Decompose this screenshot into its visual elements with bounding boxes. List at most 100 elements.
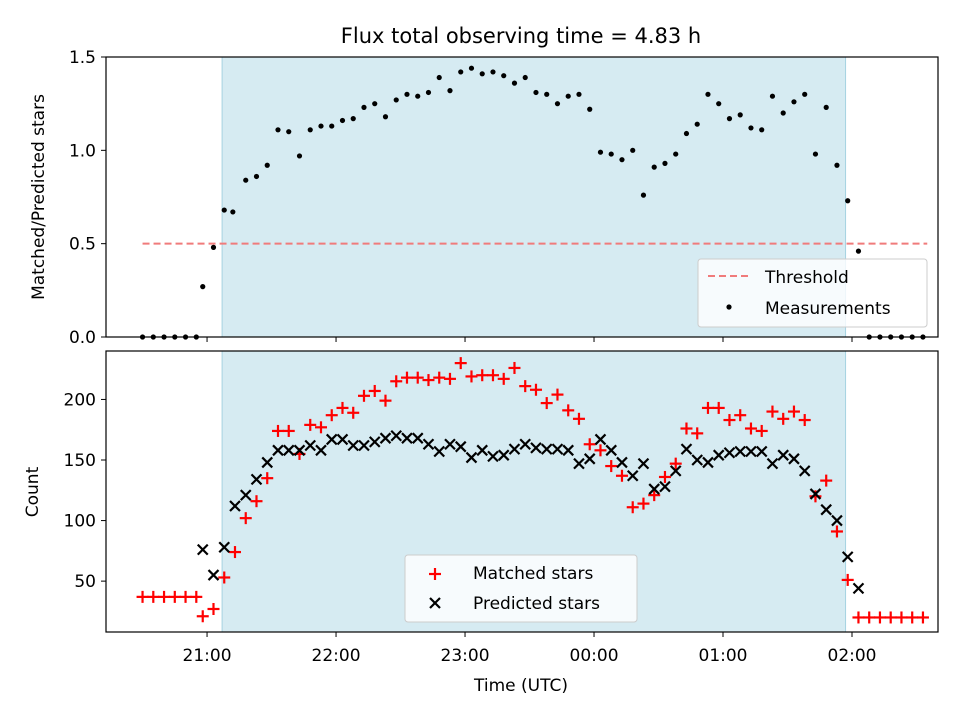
matched-star-point (336, 401, 349, 414)
predicted-star-stroke-b (250, 473, 263, 486)
matched-star-point (658, 470, 671, 483)
predicted-star-point (616, 456, 628, 469)
predicted-star-point (454, 440, 467, 453)
matched-star-point (207, 602, 220, 615)
predicted-star-stroke-b (712, 449, 725, 461)
legend-matched-label: Matched stars (473, 564, 593, 584)
top-y-axis-label: Matched/Predicted stars (29, 94, 49, 300)
predicted-star-point (411, 432, 424, 444)
predicted-star-point (734, 445, 746, 458)
matched-star-point (250, 495, 263, 508)
predicted-star-point (841, 551, 854, 563)
predicted-star-stroke-b (530, 442, 542, 454)
predicted-star-point (325, 433, 338, 446)
measurement-point (834, 162, 840, 168)
bottom-y-axis-label: Count (23, 466, 43, 517)
measurement-point (845, 198, 851, 204)
measurement-point (296, 153, 303, 159)
bottom-legend-frame (404, 554, 638, 623)
matched-star-point (841, 573, 854, 586)
predicted-star-stroke-b (304, 439, 317, 452)
matched-stars-points (136, 357, 929, 624)
legend-threshold-label: Threshold (764, 268, 849, 288)
matched-star-point (669, 457, 682, 470)
measurement-point (447, 88, 453, 94)
predicted-star-stroke-b (282, 444, 295, 457)
predicted-star-point (777, 449, 789, 461)
top-chart-title: Flux total observing time = 4.83 h (341, 24, 701, 48)
measurement-point (286, 129, 292, 135)
predicted-star-stroke-b (831, 514, 843, 527)
measurement-point (200, 284, 206, 290)
predicted-star-point (347, 439, 360, 452)
predicted-star-point (745, 445, 757, 458)
matched-star-point (390, 375, 403, 388)
measurement-point (415, 93, 421, 99)
matched-star-point (809, 490, 822, 503)
predicted-star-point (282, 444, 295, 457)
predicted-star-stroke-b (616, 456, 628, 469)
legend-measurements-label: Measurements (765, 299, 891, 319)
measurement-point (511, 80, 518, 86)
matched-star-point (691, 427, 704, 440)
predicted-star-point (648, 483, 660, 495)
predicted-star-point (562, 444, 575, 457)
bottom-x-tick-label: 23:00 (441, 646, 490, 666)
predicted-star-stroke-b (723, 446, 736, 459)
matched-star-point (712, 401, 725, 414)
predicted-star-stroke-b (390, 430, 403, 442)
measurement-point (372, 101, 378, 107)
predicted-star-point (229, 500, 241, 512)
predicted-star-point (702, 456, 714, 469)
measurement-point (436, 74, 442, 81)
predicted-star-stroke-b (605, 444, 617, 457)
matched-star-point (271, 424, 284, 437)
measurement-point (608, 151, 614, 157)
predicted-star-point (304, 439, 317, 452)
predicted-star-stroke-b (766, 457, 779, 470)
predicted-star-point (422, 438, 435, 451)
matched-star-point (196, 610, 209, 623)
measurement-point (640, 192, 647, 198)
matched-star-point (906, 611, 919, 624)
matched-star-point (551, 388, 564, 401)
predicted-stars-points (196, 430, 865, 595)
predicted-star-stroke-b (207, 569, 220, 581)
measurement-point (544, 91, 550, 97)
top-legend: Threshold Measurements (697, 258, 928, 328)
predicted-star-point (293, 444, 306, 457)
predicted-star-point (497, 449, 510, 461)
predicted-star-point (852, 582, 865, 595)
matched-star-point (411, 371, 424, 384)
matched-star-point (304, 418, 317, 431)
measurement-point (522, 74, 528, 81)
top-y-tick-label: 0.0 (69, 328, 96, 348)
measurement-point (275, 127, 281, 133)
top-legend-frame (697, 258, 928, 328)
matched-star-point (594, 444, 607, 457)
measurement-point (812, 151, 819, 157)
measurement-point (662, 160, 668, 166)
predicted-star-point (755, 445, 768, 458)
measurement-point (651, 164, 657, 170)
measurement-point (565, 93, 571, 99)
predicted-star-point (540, 443, 553, 455)
predicted-star-point (766, 457, 779, 470)
predicted-star-stroke-b (637, 457, 650, 470)
matched-star-point (519, 380, 532, 393)
bottom-x-tick-label: 01:00 (699, 646, 748, 666)
predicted-star-stroke-b (358, 439, 370, 452)
matched-star-point (583, 438, 596, 451)
predicted-star-stroke-b (454, 440, 467, 453)
predicted-star-point (831, 514, 843, 527)
matched-star-point (798, 414, 811, 427)
matched-star-point (325, 409, 338, 422)
measurement-point (253, 173, 260, 180)
matched-star-point (314, 421, 327, 434)
measurement-point (716, 101, 722, 107)
predicted-star-point (390, 430, 403, 442)
matched-star-point (261, 472, 274, 485)
predicted-star-stroke-b (562, 444, 575, 457)
measurement-point (307, 127, 313, 133)
bottom-x-tick-label: 22:00 (312, 646, 361, 666)
